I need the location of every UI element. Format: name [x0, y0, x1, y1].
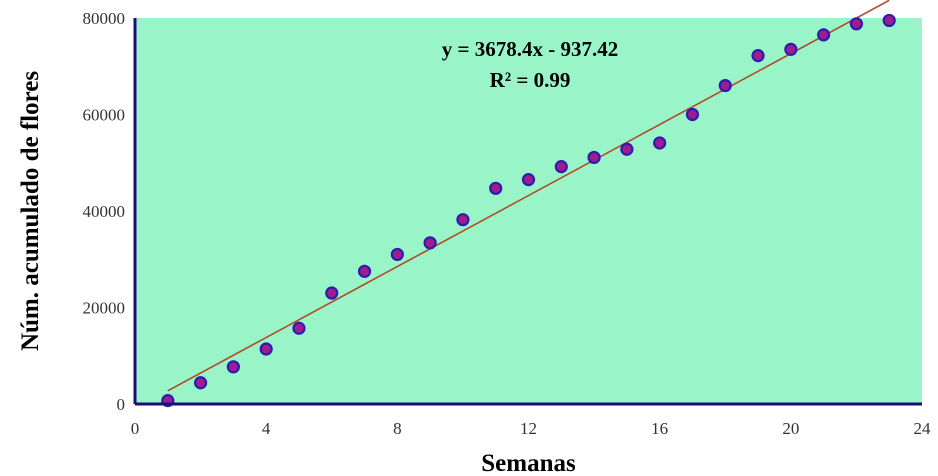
data-point — [292, 321, 306, 335]
data-point — [849, 17, 864, 31]
data-point — [587, 150, 601, 165]
data-point — [325, 286, 339, 300]
data-point — [817, 28, 831, 42]
data-point — [521, 173, 536, 187]
data-point — [193, 376, 208, 390]
x-tick-label: 4 — [262, 419, 271, 438]
data-point — [685, 107, 700, 122]
trendline-r-squared: R² = 0.99 — [490, 68, 571, 92]
data-point — [423, 236, 437, 250]
y-tick-label: 20000 — [83, 299, 126, 318]
data-point — [882, 13, 896, 28]
y-tick-label: 0 — [117, 395, 126, 414]
data-point — [653, 136, 667, 150]
data-point — [259, 342, 273, 356]
x-tick-label: 12 — [520, 419, 537, 438]
x-tick-label: 24 — [914, 419, 932, 438]
data-point — [489, 181, 503, 195]
data-point — [226, 360, 240, 374]
data-point — [554, 160, 568, 174]
x-tick-labels: 0 4 8 12 16 20 24 — [131, 419, 931, 438]
data-point — [456, 213, 470, 227]
y-tick-labels: 0 20000 40000 60000 80000 — [83, 9, 126, 414]
trendline-equation: y = 3678.4x - 937.42 — [442, 37, 618, 61]
x-tick-label: 8 — [393, 419, 402, 438]
data-point — [390, 247, 404, 262]
data-point — [784, 42, 798, 56]
data-point — [620, 142, 634, 156]
y-tick-label: 60000 — [83, 106, 126, 125]
x-tick-label: 16 — [651, 419, 668, 438]
trendline — [167, 0, 890, 392]
y-axis-label: Núm. acumulado de flores — [17, 71, 44, 351]
x-tick-label: 0 — [131, 419, 140, 438]
data-point — [718, 78, 732, 93]
x-axis-label: Semanas — [481, 450, 576, 476]
x-tick-label: 20 — [782, 419, 799, 438]
y-tick-label: 40000 — [83, 202, 126, 221]
data-point — [751, 49, 765, 63]
trendline-layer — [167, 0, 890, 392]
y-tick-label: 80000 — [83, 9, 126, 28]
plot-area — [135, 18, 922, 404]
data-point — [357, 264, 372, 278]
